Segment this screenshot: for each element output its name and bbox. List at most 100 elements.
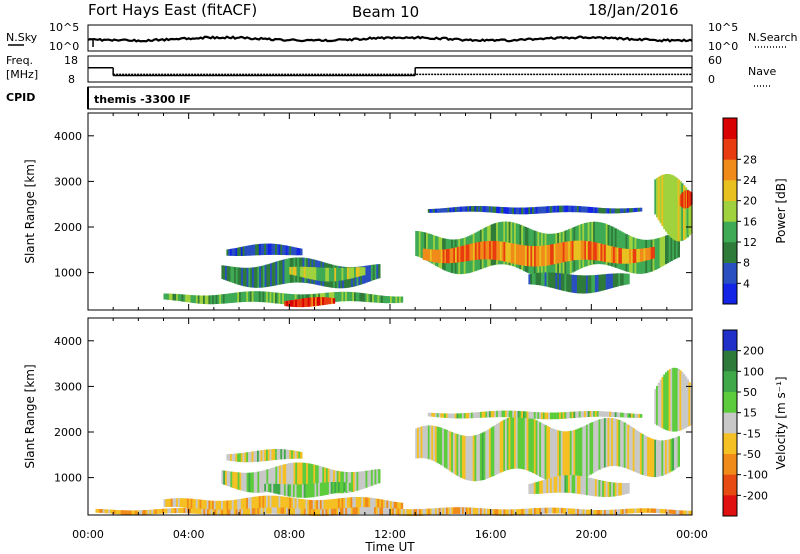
cell-1-5-20 (463, 413, 467, 419)
cell-0-0-14 (246, 267, 249, 287)
cell-1-4-22 (454, 433, 458, 475)
cell-0-4-13 (307, 297, 311, 307)
cell-0-1-15 (316, 267, 319, 281)
cell-0-2-6 (237, 247, 240, 256)
cell-1-4-100 (594, 420, 598, 472)
cell-1-7-32 (585, 477, 589, 496)
cell-1-6-11 (674, 367, 677, 432)
cbar-swatch-vel-cbar-5 (723, 433, 737, 455)
cell-1-8-55 (194, 508, 197, 514)
cell-1-3-36 (328, 482, 332, 495)
cell-1-8-118 (307, 509, 310, 516)
cell-0-7-103 (612, 208, 616, 214)
cell-0-0-3 (226, 266, 230, 282)
cell-1-0-1 (223, 470, 226, 485)
nave-tick-bottom: 0 (708, 73, 715, 86)
cell-1-8-105 (284, 507, 287, 514)
cell-1-8-248 (541, 507, 544, 514)
cell-1-8-232 (512, 509, 515, 516)
cell-1-8-57 (198, 508, 201, 514)
cell-0-5-105 (603, 223, 607, 265)
cell-1-5-83 (577, 411, 580, 418)
cell-0-7-57 (530, 207, 533, 214)
cell-0-2-20 (262, 243, 265, 256)
cell-0-6-93 (589, 241, 592, 260)
cell-0-7-75 (562, 205, 565, 213)
freq-label: Freq. (6, 54, 33, 67)
cell-1-0-73 (352, 472, 356, 492)
cell-0-2-36 (291, 246, 294, 256)
cell-1-5-84 (578, 411, 582, 418)
cell-1-8-30 (149, 509, 152, 515)
cell-0-6-113 (625, 248, 628, 264)
cell-1-4-139 (665, 440, 668, 475)
cell-1-4-72 (544, 425, 547, 480)
cell-1-8-253 (550, 507, 553, 514)
cell-0-4-24 (327, 297, 330, 305)
cell-0-3-51 (255, 291, 258, 302)
cell-1-8-295 (625, 508, 628, 514)
cell-1-0-20 (257, 471, 260, 493)
cell-1-4-10 (433, 425, 436, 462)
cell-1-4-110 (612, 418, 616, 466)
cell-0-7-39 (497, 206, 501, 214)
cell-1-5-117 (638, 413, 641, 418)
cell-0-3-22 (203, 295, 206, 304)
cell-1-4-80 (559, 430, 562, 486)
cell-0-3-124 (386, 296, 389, 304)
cell-1-5-97 (602, 411, 605, 417)
cell-0-1-23 (330, 267, 334, 282)
cell-1-0-10 (239, 472, 242, 491)
cell-1-5-59 (533, 412, 537, 419)
cell-1-8-233 (514, 509, 517, 516)
cell-0-8-9 (670, 174, 673, 238)
cell-1-0-8 (235, 472, 239, 490)
cell-0-6-96 (595, 242, 598, 261)
cell-0-3-57 (266, 291, 269, 303)
cell-0-6-36 (487, 241, 490, 260)
cell-1-4-134 (656, 440, 659, 477)
cell-0-6-49 (510, 243, 514, 264)
cell-1-4-144 (674, 437, 677, 470)
cell-1-3-8 (278, 484, 281, 495)
cell-1-0-34 (282, 464, 285, 489)
cell-1-8-331 (690, 510, 693, 515)
cell-1-5-10 (445, 413, 449, 418)
cell-1-8-77 (233, 509, 237, 516)
cell-1-4-29 (467, 436, 470, 481)
cell-1-2-65 (280, 496, 283, 511)
cell-1-3-27 (312, 483, 316, 498)
cell-0-6-102 (605, 245, 609, 263)
cell-0-3-122 (382, 295, 386, 304)
cell-1-4-20 (451, 432, 454, 473)
cell-0-5-0 (415, 231, 418, 257)
cell-0-7-55 (526, 207, 529, 215)
cell-1-8-184 (426, 508, 429, 516)
nave-label: Nave (748, 65, 776, 78)
cell-0-3-103 (348, 291, 352, 302)
cell-0-6-80 (566, 241, 569, 262)
cell-1-5-69 (551, 412, 555, 420)
cell-0-6-82 (569, 241, 573, 261)
cell-1-2-51 (255, 496, 258, 511)
cell-0-6-2 (426, 249, 429, 261)
cell-1-2-43 (240, 498, 244, 512)
cell-1-8-263 (568, 508, 571, 514)
cell-0-4-2 (287, 300, 291, 307)
cell-1-8-287 (611, 509, 614, 515)
cell-1-2-85 (316, 500, 319, 514)
cell-1-1-20 (262, 449, 265, 462)
noise-right-tick-top: 10^5 (708, 21, 738, 34)
cell-0-4-0 (284, 301, 287, 307)
cell-0-7-11 (447, 207, 450, 213)
cell-1-0-50 (311, 464, 314, 489)
cell-0-6-15 (449, 248, 452, 264)
cell-1-8-71 (223, 509, 226, 516)
cell-0-6-20 (458, 246, 461, 263)
cell-0-6-47 (507, 242, 510, 263)
cell-1-4-21 (452, 432, 456, 474)
cell-0-7-23 (469, 206, 472, 212)
cell-1-4-53 (510, 416, 513, 470)
cbar-tick-label-power-cbar-2: 12 (743, 236, 757, 249)
cell-1-4-114 (620, 420, 623, 467)
